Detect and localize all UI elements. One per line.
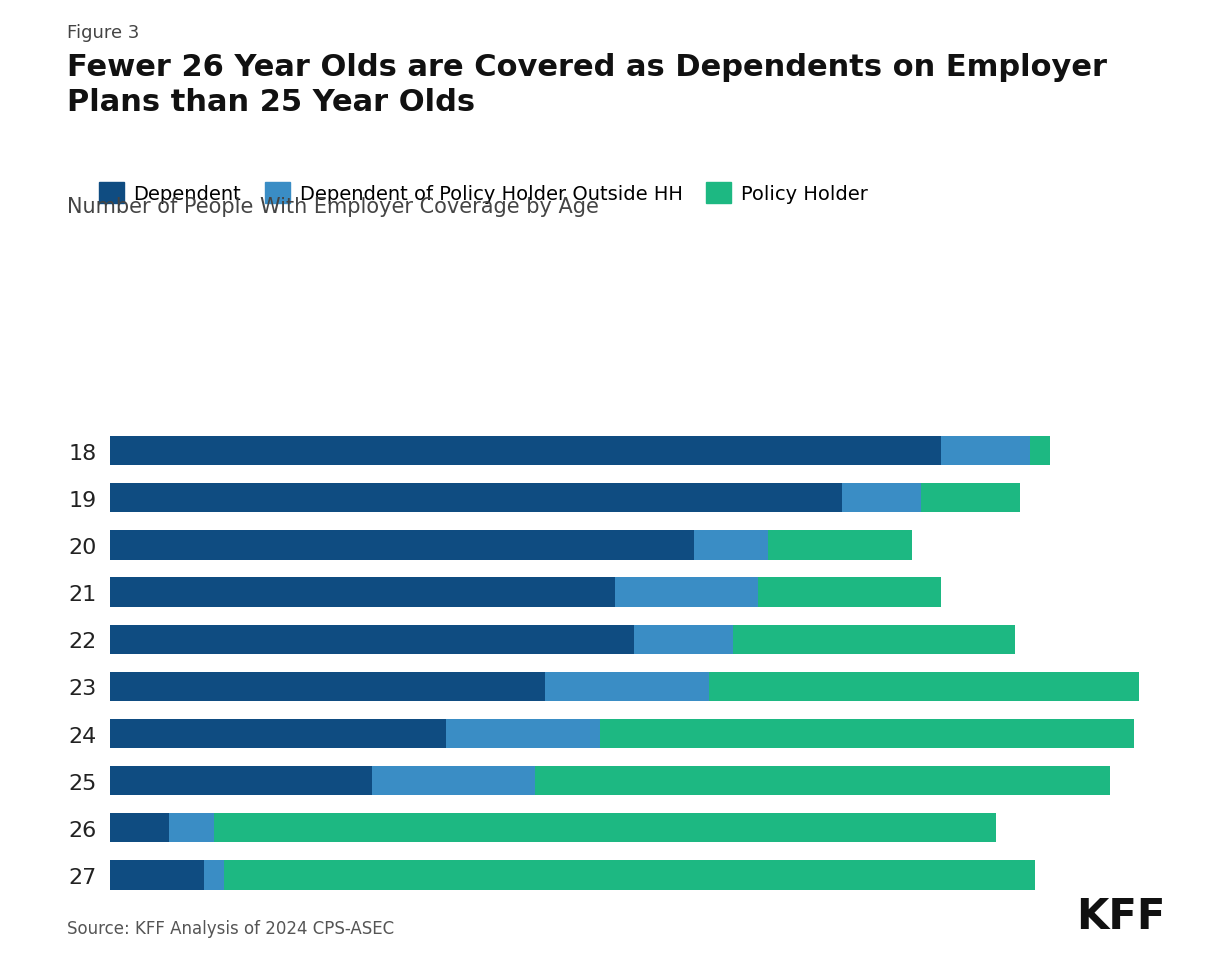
Text: KFF: KFF — [1076, 895, 1165, 937]
Bar — [110, 813, 170, 843]
Bar — [694, 530, 769, 560]
Bar — [223, 860, 1036, 890]
Bar — [214, 813, 996, 843]
Legend: Dependent, Dependent of Policy Holder Outside HH, Policy Holder: Dependent, Dependent of Policy Holder Ou… — [99, 183, 867, 204]
Text: Source: KFF Analysis of 2024 CPS-ASEC: Source: KFF Analysis of 2024 CPS-ASEC — [67, 919, 394, 937]
Bar — [447, 719, 600, 749]
Bar — [110, 578, 615, 607]
Bar — [110, 530, 694, 560]
Bar — [1031, 436, 1050, 466]
Bar — [758, 578, 942, 607]
Bar — [110, 436, 942, 466]
Text: Fewer 26 Year Olds are Covered as Dependents on Employer
Plans than 25 Year Olds: Fewer 26 Year Olds are Covered as Depend… — [67, 53, 1107, 116]
Bar — [733, 625, 1015, 654]
Bar — [110, 483, 842, 513]
Bar — [600, 719, 1135, 749]
Bar — [769, 530, 911, 560]
Bar — [204, 860, 223, 890]
Bar — [634, 625, 733, 654]
Text: Figure 3: Figure 3 — [67, 24, 139, 42]
Bar — [110, 625, 634, 654]
Bar — [545, 672, 709, 702]
Bar — [372, 766, 536, 796]
Bar — [615, 578, 758, 607]
Bar — [709, 672, 1139, 702]
Bar — [110, 672, 545, 702]
Bar — [110, 719, 447, 749]
Bar — [110, 860, 204, 890]
Bar — [536, 766, 1109, 796]
Bar — [842, 483, 921, 513]
Bar — [170, 813, 214, 843]
Bar — [110, 766, 372, 796]
Text: Number of People With Employer Coverage by Age: Number of People With Employer Coverage … — [67, 197, 599, 217]
Bar — [942, 436, 1031, 466]
Bar — [921, 483, 1020, 513]
